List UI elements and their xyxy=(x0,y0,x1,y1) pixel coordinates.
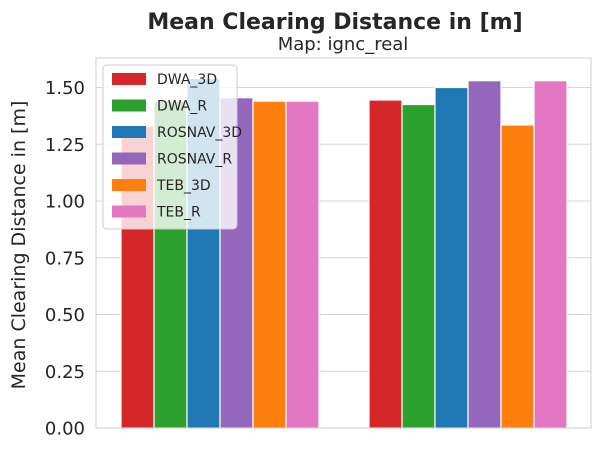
legend-swatch xyxy=(112,73,146,85)
y-axis-label: Mean Clearing Distance in [m] xyxy=(8,101,30,390)
y-ticks: 0.00 0.25 0.50 0.75 1.00 1.25 1.50 xyxy=(45,78,85,439)
legend-label: ROSNAV_3D xyxy=(157,125,242,141)
legend-label: ROSNAV_R xyxy=(157,152,232,168)
bar-teb-r xyxy=(285,100,320,429)
legend-label: TEB_R xyxy=(156,205,201,221)
chart-title: Mean Clearing Distance in [m] xyxy=(147,10,522,35)
legend-label: TEB_3D xyxy=(156,178,211,194)
legend-swatch xyxy=(112,179,146,191)
bar-dwa-r xyxy=(401,103,436,429)
y-tick-label: 0.50 xyxy=(45,305,85,326)
legend-swatch xyxy=(112,126,146,138)
legend-swatch xyxy=(112,205,146,218)
plot-area-border xyxy=(95,57,592,429)
y-tick-label: 0.75 xyxy=(45,248,85,269)
bar-teb-3d xyxy=(252,100,287,429)
bar-teb-r xyxy=(533,80,568,429)
legend-swatch xyxy=(112,99,146,112)
bar-rosnav-3d xyxy=(434,86,469,429)
y-tick-label: 1.50 xyxy=(45,78,85,99)
y-tick-label: 1.25 xyxy=(45,135,85,156)
legend-label: DWA_R xyxy=(157,99,207,115)
y-tick-label: 0.00 xyxy=(45,419,85,440)
bar-rosnav-r xyxy=(467,80,502,429)
legend-label: DWA_3D xyxy=(157,72,217,88)
y-tick-label: 1.00 xyxy=(45,192,85,213)
bar-teb-3d xyxy=(500,124,535,429)
legend-swatch xyxy=(112,152,146,165)
chart-subtitle: Map: ignc_real xyxy=(278,34,409,55)
bar-dwa-3d xyxy=(368,99,403,429)
y-tick-label: 0.25 xyxy=(45,362,85,383)
legend: DWA_3D DWA_R ROSNAV_3D ROSNAV_R TEB_3D TEB_R xyxy=(102,64,242,230)
